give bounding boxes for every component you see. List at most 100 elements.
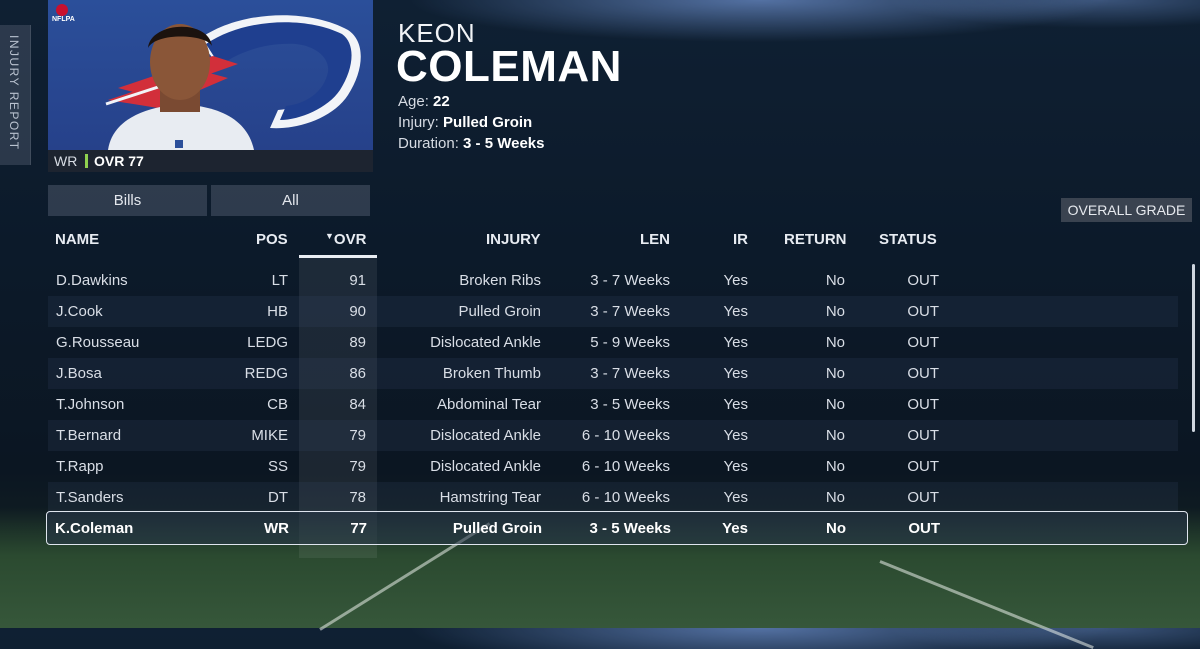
player-headshot bbox=[108, 24, 254, 150]
table-row[interactable]: J.Cook HB 90 Pulled Groin 3 - 7 Weeks Yes No OU… bbox=[48, 296, 1178, 327]
row-return: No bbox=[825, 365, 845, 382]
player-position-bar: WR OVR 77 bbox=[48, 150, 373, 172]
row-injury: Broken Ribs bbox=[459, 272, 541, 289]
table-row-selected[interactable]: K.Coleman WR 77 Pulled Groin 3 - 5 Weeks Yes N… bbox=[46, 511, 1188, 545]
player-first-name: KEON bbox=[398, 18, 476, 48]
row-length: 6 - 10 Weeks bbox=[581, 489, 670, 506]
row-name: T.Rapp bbox=[56, 458, 104, 475]
row-injury: Hamstring Tear bbox=[439, 489, 541, 506]
row-name: T.Johnson bbox=[56, 396, 125, 413]
row-status: OUT bbox=[907, 365, 939, 382]
overall-grade-button[interactable]: OVERALL GRADE bbox=[1061, 198, 1192, 222]
table-row[interactable]: T.Sanders DT 78 Hamstring Tear 6 - 10 Weeks Y… bbox=[48, 482, 1178, 513]
row-position: SS bbox=[267, 458, 288, 475]
header-len[interactable]: LEN bbox=[640, 231, 670, 248]
injury-report-tab[interactable]: INJURY REPORT bbox=[0, 25, 31, 165]
row-ovr: 86 bbox=[349, 365, 366, 382]
row-ovr: 77 bbox=[350, 520, 367, 537]
row-ir: Yes bbox=[723, 489, 748, 506]
scope-filter-button[interactable]: All bbox=[211, 185, 370, 216]
player-age: Age: 22 bbox=[398, 93, 450, 110]
row-ovr: 78 bbox=[349, 489, 366, 506]
row-name: D.Dawkins bbox=[56, 272, 128, 289]
row-ir: Yes bbox=[723, 334, 748, 351]
sorted-column-highlight bbox=[299, 258, 377, 558]
row-ir: Yes bbox=[723, 303, 748, 320]
injury-report-tab-label: INJURY REPORT bbox=[7, 35, 21, 151]
row-injury: Dislocated Ankle bbox=[430, 427, 541, 444]
row-injury: Dislocated Ankle bbox=[430, 334, 541, 351]
player-portrait: NFLPA bbox=[48, 0, 373, 150]
row-name: J.Bosa bbox=[56, 365, 102, 382]
row-ir: Yes bbox=[723, 458, 748, 475]
header-name[interactable]: NAME bbox=[55, 231, 100, 248]
row-ovr: 91 bbox=[349, 272, 366, 289]
sort-indicator-line bbox=[299, 255, 377, 258]
row-injury: Pulled Groin bbox=[458, 303, 541, 320]
header-return[interactable]: RETURN bbox=[784, 231, 847, 248]
header-ovr-label: OVR bbox=[333, 231, 367, 248]
table-row[interactable]: T.Rapp SS 79 Dislocated Ankle 6 - 10 Weeks Ye… bbox=[48, 451, 1178, 482]
row-status: OUT bbox=[907, 458, 939, 475]
injury-label: Injury: bbox=[398, 114, 439, 131]
header-status[interactable]: STATUS bbox=[879, 231, 937, 248]
row-ovr: 90 bbox=[349, 303, 366, 320]
table-row[interactable]: J.Bosa REDG 86 Broken Thumb 3 - 7 Weeks Yes No… bbox=[48, 358, 1178, 389]
row-return: No bbox=[825, 272, 845, 289]
header-ovr[interactable]: ▼OVR bbox=[325, 231, 366, 248]
row-injury: Pulled Groin bbox=[452, 520, 542, 537]
row-position: LEDG bbox=[247, 334, 288, 351]
row-name: J.Cook bbox=[56, 303, 103, 320]
row-return: No bbox=[825, 427, 845, 444]
row-ir: Yes bbox=[723, 427, 748, 444]
row-status: OUT bbox=[907, 489, 939, 506]
row-position: REDG bbox=[244, 365, 288, 382]
row-injury: Broken Thumb bbox=[442, 365, 541, 382]
row-return: No bbox=[825, 334, 845, 351]
table-row[interactable]: D.Dawkins LT 91 Broken Ribs 3 - 7 Weeks Yes No… bbox=[48, 265, 1178, 296]
row-ir: Yes bbox=[722, 520, 748, 537]
ovr-divider bbox=[85, 154, 88, 168]
row-length: 6 - 10 Weeks bbox=[581, 427, 670, 444]
table-row[interactable]: T.Bernard MIKE 79 Dislocated Ankle 6 - 10 We… bbox=[48, 420, 1178, 451]
duration-value: 3 - 5 Weeks bbox=[463, 135, 545, 152]
row-position: DT bbox=[268, 489, 288, 506]
row-length: 3 - 7 Weeks bbox=[590, 365, 670, 382]
row-ovr: 89 bbox=[349, 334, 366, 351]
player-position: WR bbox=[54, 153, 78, 169]
row-injury: Dislocated Ankle bbox=[430, 458, 541, 475]
row-status: OUT bbox=[907, 427, 939, 444]
age-value: 22 bbox=[433, 93, 450, 110]
row-ir: Yes bbox=[723, 272, 748, 289]
table-scrollbar[interactable] bbox=[1192, 264, 1195, 432]
player-injury: Injury: Pulled Groin bbox=[398, 114, 532, 131]
row-position: CB bbox=[267, 396, 288, 413]
duration-label: Duration: bbox=[398, 135, 459, 152]
table-row[interactable]: G.Rousseau LEDG 89 Dislocated Ankle 5 - 9 We… bbox=[48, 327, 1178, 358]
nflpa-label: NFLPA bbox=[52, 16, 75, 23]
row-return: No bbox=[825, 458, 845, 475]
row-return: No bbox=[826, 520, 846, 537]
row-name: G.Rousseau bbox=[56, 334, 140, 351]
row-position: MIKE bbox=[251, 427, 288, 444]
team-filter-button[interactable]: Bills bbox=[48, 185, 207, 216]
sort-desc-icon: ▼ bbox=[325, 231, 334, 241]
row-position: WR bbox=[264, 520, 289, 537]
row-length: 6 - 10 Weeks bbox=[581, 458, 670, 475]
row-status: OUT bbox=[907, 303, 939, 320]
player-duration: Duration: 3 - 5 Weeks bbox=[398, 135, 545, 152]
row-return: No bbox=[825, 396, 845, 413]
row-ovr: 79 bbox=[349, 427, 366, 444]
age-label: Age: bbox=[398, 93, 429, 110]
header-pos[interactable]: POS bbox=[256, 231, 288, 248]
header-injury[interactable]: INJURY bbox=[486, 231, 541, 248]
row-ir: Yes bbox=[723, 365, 748, 382]
injury-value: Pulled Groin bbox=[443, 114, 533, 131]
row-return: No bbox=[825, 303, 845, 320]
table-row[interactable]: T.Johnson CB 84 Abdominal Tear 3 - 5 Weeks Ye… bbox=[48, 389, 1178, 420]
row-name: K.Coleman bbox=[55, 520, 134, 537]
row-length: 3 - 7 Weeks bbox=[590, 272, 670, 289]
header-ir[interactable]: IR bbox=[733, 231, 748, 248]
row-name: T.Bernard bbox=[56, 427, 122, 444]
row-status: OUT bbox=[908, 520, 940, 537]
